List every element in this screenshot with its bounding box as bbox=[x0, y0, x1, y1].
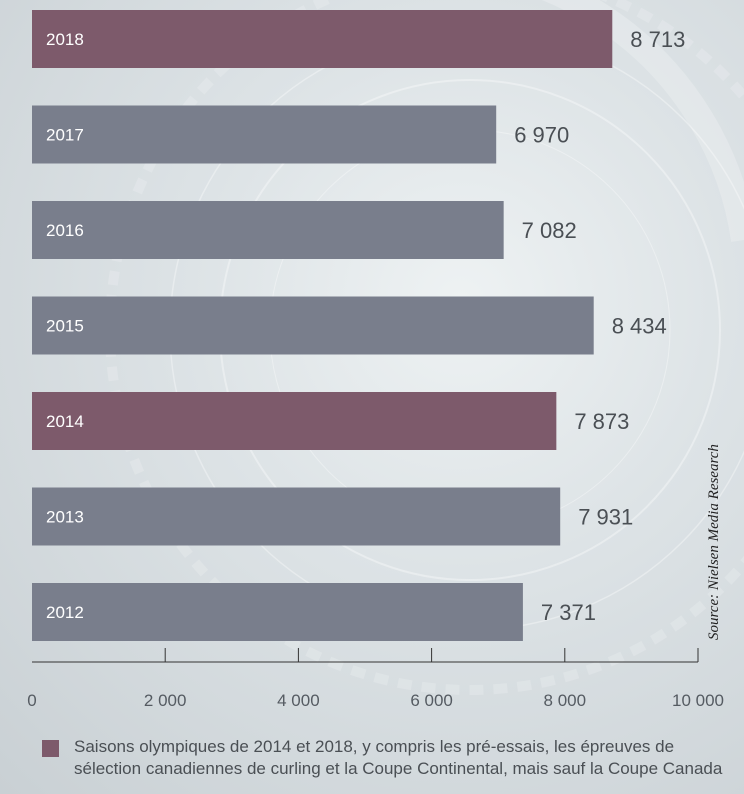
x-tick-label: 10 000 bbox=[672, 691, 724, 710]
x-tick-label: 6 000 bbox=[410, 691, 453, 710]
category-label-2016: 2016 bbox=[46, 221, 84, 240]
value-label-2013: 7 931 bbox=[578, 505, 633, 530]
category-label-2014: 2014 bbox=[46, 412, 84, 431]
value-label-2016: 7 082 bbox=[522, 218, 577, 243]
value-label-2014: 7 873 bbox=[574, 409, 629, 434]
value-label-2017: 6 970 bbox=[514, 123, 569, 148]
value-label-2012: 7 371 bbox=[541, 600, 596, 625]
category-label-2018: 2018 bbox=[46, 30, 84, 49]
legend-swatch-olympic bbox=[42, 740, 59, 757]
bar-chart: 2018 8 713 2017 6 970 2016 7 082 2015 8 434 2014… bbox=[27, 10, 724, 710]
x-tick-label: 0 bbox=[27, 691, 36, 710]
legend-text: Saisons olympiques de 2014 et 2018, y co… bbox=[74, 737, 723, 778]
x-tick-label: 4 000 bbox=[277, 691, 320, 710]
category-label-2017: 2017 bbox=[46, 126, 84, 145]
bar-2014 bbox=[32, 392, 557, 450]
x-tick-label: 8 000 bbox=[544, 691, 587, 710]
bar-2012 bbox=[32, 583, 523, 641]
source-label: Source: Nielsen Media Research bbox=[706, 444, 722, 640]
x-tick-label: 2 000 bbox=[144, 691, 187, 710]
value-label-2018: 8 713 bbox=[630, 27, 685, 52]
category-label-2015: 2015 bbox=[46, 317, 84, 336]
value-label-2015: 8 434 bbox=[612, 314, 667, 339]
bar-2016 bbox=[32, 201, 504, 259]
bar-2018 bbox=[32, 10, 613, 68]
bar-2013 bbox=[32, 487, 561, 546]
category-label-2013: 2013 bbox=[46, 508, 84, 527]
bar-2015 bbox=[32, 296, 594, 355]
bar-2017 bbox=[32, 105, 497, 164]
category-label-2012: 2012 bbox=[46, 603, 84, 622]
